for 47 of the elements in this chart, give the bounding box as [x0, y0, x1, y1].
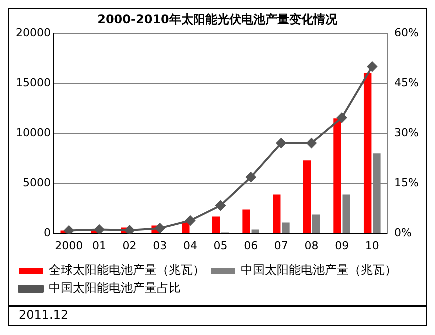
bar: [342, 194, 350, 234]
bar: [364, 73, 372, 234]
bar: [282, 222, 290, 234]
point: [276, 138, 286, 148]
x-tick-label: 09: [335, 239, 350, 252]
y-tick-label: 15000: [16, 76, 51, 90]
y-tick-label: 5000: [22, 176, 51, 190]
x-tick-label: 2000: [55, 239, 84, 252]
point: [64, 226, 74, 234]
y2-tick-label: 15%: [394, 176, 420, 190]
point: [367, 62, 378, 72]
point: [337, 112, 348, 123]
bar: [312, 214, 320, 234]
point: [155, 223, 166, 234]
x-tick-label: 07: [274, 239, 288, 252]
x-tick-label: 10: [365, 239, 380, 252]
x-tick-label: 08: [304, 239, 319, 252]
bar: [252, 230, 260, 234]
point: [306, 138, 317, 148]
bar: [212, 216, 220, 234]
chart-title: 2000-2010年太阳能光伏电池产量变化情况: [98, 12, 338, 26]
point: [185, 216, 196, 226]
y-tick-label: 20000: [16, 26, 51, 40]
y-tick-label: 0: [44, 226, 51, 240]
x-tick-label: 02: [122, 239, 137, 252]
y2-tick-label: 60%: [394, 26, 420, 40]
x-tick-label: 03: [153, 239, 168, 252]
y-tick-label: 10000: [16, 126, 51, 140]
x-tick-label: 05: [214, 239, 228, 252]
bar: [273, 194, 281, 234]
bar: [303, 160, 312, 234]
bar: [242, 210, 250, 234]
point: [124, 225, 135, 234]
legend-label: 中国太阳能电池产量占比: [49, 281, 181, 296]
y2-tick-label: 45%: [394, 76, 420, 90]
x-tick-label: 04: [183, 239, 198, 252]
legend-label: 全球太阳能电池产量（兆瓦）: [49, 263, 205, 278]
point: [94, 224, 104, 234]
text: 2011.12: [9, 305, 426, 325]
y2-tick-label: 0%: [394, 226, 412, 240]
y2-tick-label: 30%: [394, 126, 420, 140]
point: [246, 172, 256, 182]
legend-label: 中国太阳能电池产量（兆瓦）: [241, 263, 397, 278]
x-tick-label: 06: [244, 239, 258, 252]
bar: [334, 118, 342, 234]
x-tick-label: 01: [92, 239, 106, 252]
point: [216, 200, 226, 211]
